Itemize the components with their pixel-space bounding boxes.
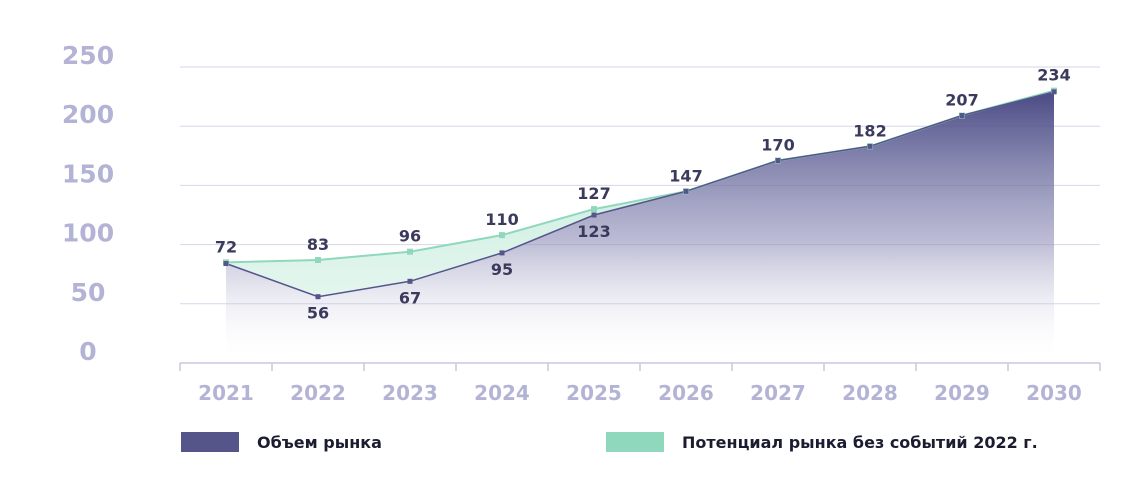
x-tick-label: 2029 — [934, 381, 990, 405]
legend-item-market: Объем рынка — [181, 432, 382, 452]
x-tick-label: 2021 — [198, 381, 254, 405]
y-tick-label: 100 — [62, 219, 114, 248]
data-label: 182 — [853, 121, 886, 140]
marker-market — [775, 158, 781, 164]
data-label: 147 — [669, 166, 702, 185]
marker-market — [591, 212, 597, 218]
marker-market — [683, 188, 689, 194]
y-tick-label: 150 — [62, 159, 114, 188]
area-market — [226, 91, 1054, 364]
x-tick-label: 2028 — [842, 381, 898, 405]
marker-potential — [499, 232, 505, 239]
data-label: 170 — [761, 136, 794, 155]
data-label-potential: 83 — [307, 235, 329, 254]
legend-label-potential: Потенциал рынка без событий 2022 г. — [682, 432, 1038, 452]
data-label-potential: 96 — [399, 227, 421, 246]
y-tick-label: 200 — [62, 100, 114, 129]
marker-market — [499, 250, 505, 256]
x-tick-label: 2022 — [290, 381, 346, 405]
legend-label-market: Объем рынка — [257, 432, 382, 452]
market-chart: 72 83 56 96 67 110 95 127 123 147 170 182 207 234 0 50… — [62, 41, 1101, 405]
data-label-market: 95 — [491, 260, 513, 279]
y-tick-label: 250 — [62, 41, 114, 70]
data-label-market: 56 — [307, 304, 329, 323]
marker-potential — [407, 248, 413, 255]
data-label-potential: 110 — [485, 210, 518, 229]
area-potential — [226, 90, 1054, 297]
marker-market — [407, 278, 413, 284]
marker-market — [315, 294, 321, 300]
legend-swatch-potential — [606, 432, 664, 452]
data-label-market: 123 — [577, 222, 610, 241]
x-tick-label: 2023 — [382, 381, 438, 405]
x-tick-label: 2024 — [474, 381, 530, 405]
x-tick-label: 2030 — [1026, 381, 1082, 405]
x-tick-label: 2025 — [566, 381, 622, 405]
legend-item-potential: Потенциал рынка без событий 2022 г. — [606, 432, 1038, 452]
line-market — [225, 91, 1055, 298]
x-tick-label: 2026 — [658, 381, 714, 405]
data-label: 72 — [215, 237, 237, 256]
marker-market — [959, 113, 965, 119]
marker-market — [867, 143, 873, 149]
marker-market — [1051, 89, 1057, 95]
marker-market — [223, 261, 229, 267]
data-label-market: 67 — [399, 288, 421, 307]
data-label: 207 — [945, 91, 978, 110]
legend-swatch-market — [181, 432, 239, 452]
data-label: 234 — [1037, 66, 1070, 85]
y-tick-label: 0 — [79, 337, 96, 366]
y-tick-label: 50 — [71, 278, 106, 307]
marker-potential — [315, 256, 321, 263]
x-tick-label: 2027 — [750, 381, 806, 405]
marker-potential — [591, 206, 597, 213]
data-label-potential: 127 — [577, 184, 610, 203]
